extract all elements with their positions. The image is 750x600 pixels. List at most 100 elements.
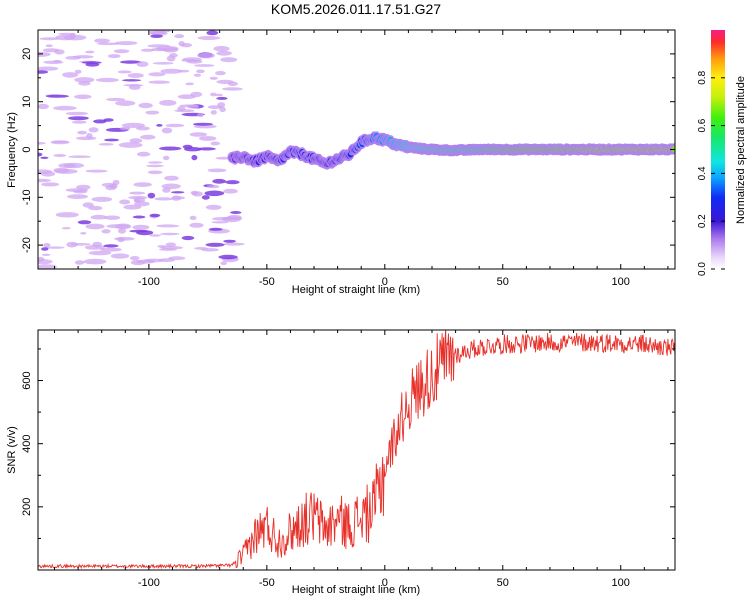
noise-blob	[147, 192, 156, 199]
noise-blob	[178, 69, 190, 73]
noise-blob	[58, 163, 76, 169]
noise-blob	[62, 72, 79, 78]
noise-blob	[51, 140, 69, 143]
noise-blob	[77, 130, 87, 135]
noise-blob	[85, 223, 105, 230]
noise-blob	[65, 111, 88, 116]
noise-blob	[160, 68, 183, 74]
noise-blob	[191, 154, 198, 161]
noise-blob	[91, 196, 113, 202]
noise-blob	[104, 215, 121, 220]
noise-blob	[162, 155, 170, 161]
noise-blob	[171, 195, 181, 201]
x-tick-label: -100	[138, 276, 160, 288]
noise-blob	[181, 43, 192, 48]
colorbar-label: Normalized spectral amplitude	[735, 76, 747, 224]
noise-blob	[152, 62, 174, 65]
snr-plot-area	[38, 330, 675, 570]
snr-y-axis-label: SNR (v/v)	[6, 426, 18, 474]
noise-blob	[68, 155, 91, 158]
noise-blob	[53, 105, 77, 111]
noise-blob	[215, 71, 226, 76]
noise-blob	[58, 32, 76, 36]
noise-blob	[182, 144, 193, 149]
spectrogram-plot-area	[38, 30, 675, 269]
x-tick-label: 0	[382, 276, 388, 288]
noise-blob	[216, 50, 232, 56]
noise-blob	[101, 229, 111, 234]
noise-blob	[54, 49, 65, 55]
noise-blob	[118, 142, 143, 148]
noise-blob	[148, 72, 166, 77]
noise-blob	[90, 214, 108, 220]
noise-blob	[74, 94, 92, 100]
noise-blob	[146, 164, 164, 168]
noise-blob	[156, 224, 180, 228]
noise-blob	[115, 100, 136, 106]
noise-blob	[181, 59, 200, 62]
y-tick-label: 400	[21, 435, 33, 453]
noise-blob	[150, 34, 163, 38]
noise-blob	[112, 179, 120, 186]
noise-blob	[225, 180, 240, 185]
noise-blob	[190, 190, 198, 195]
noise-blob	[211, 221, 229, 224]
noise-blob	[65, 56, 81, 60]
noise-blob	[128, 84, 141, 90]
noise-blob	[117, 237, 125, 243]
noise-blob	[215, 93, 223, 97]
noise-blob	[220, 261, 228, 266]
noise-blob	[38, 70, 49, 74]
colorbar-tick-label: 0.4	[697, 166, 708, 180]
noise-blob	[133, 197, 146, 203]
noise-blob	[134, 201, 150, 207]
noise-blob	[70, 243, 91, 246]
noise-blob	[193, 73, 202, 77]
y-tick-label: 20	[21, 48, 33, 60]
colorbar-tick-label: 0.2	[697, 214, 708, 228]
noise-blob	[205, 204, 222, 210]
chart-title: KOM5.2026.011.17.51.G27	[271, 1, 441, 17]
noise-blob	[197, 147, 216, 151]
colorbar-tick-label: 0.0	[697, 262, 708, 276]
noise-blob	[53, 154, 67, 157]
noise-blob	[197, 36, 221, 40]
noise-blob	[107, 54, 121, 59]
noise-blob	[98, 143, 114, 146]
noise-blob	[145, 110, 160, 115]
noise-blob	[118, 227, 126, 234]
noise-blob	[204, 190, 225, 197]
x-tick-label: 0	[382, 577, 388, 589]
noise-blob	[189, 132, 208, 137]
noise-blob	[55, 212, 79, 218]
noise-blob	[123, 204, 142, 210]
y-tick-label: 200	[21, 498, 33, 516]
noise-blob	[93, 119, 107, 124]
spectrogram-y-ticks: -20 -10 0 10 20	[21, 48, 675, 253]
noise-blob	[133, 182, 152, 188]
x-tick-label: 100	[612, 577, 630, 589]
spectrogram-y-axis-label: Frequency (Hz)	[6, 112, 18, 188]
x-tick-label: -100	[138, 577, 160, 589]
colorbar-tick-label: 0.8	[697, 70, 708, 84]
noise-blob	[174, 34, 185, 39]
noise-blob	[223, 188, 238, 194]
snr-x-ticks: -100 -50 0 50 100	[54, 330, 669, 589]
noise-blob	[149, 234, 161, 237]
noise-blob	[45, 94, 70, 98]
noise-blob	[136, 126, 150, 131]
noise-blob	[207, 168, 227, 173]
noise-blob	[206, 30, 219, 36]
noise-blob	[140, 48, 155, 52]
noise-blob	[38, 259, 53, 265]
noise-blob	[120, 60, 142, 64]
noise-blob	[43, 60, 64, 64]
noise-blob	[136, 61, 149, 67]
noise-blob	[205, 242, 225, 247]
noise-blob	[77, 220, 92, 225]
noise-blob	[210, 92, 217, 97]
noise-blob	[80, 232, 87, 235]
noise-blob	[220, 57, 238, 63]
noise-blob	[148, 80, 170, 84]
noise-blob	[208, 227, 223, 231]
